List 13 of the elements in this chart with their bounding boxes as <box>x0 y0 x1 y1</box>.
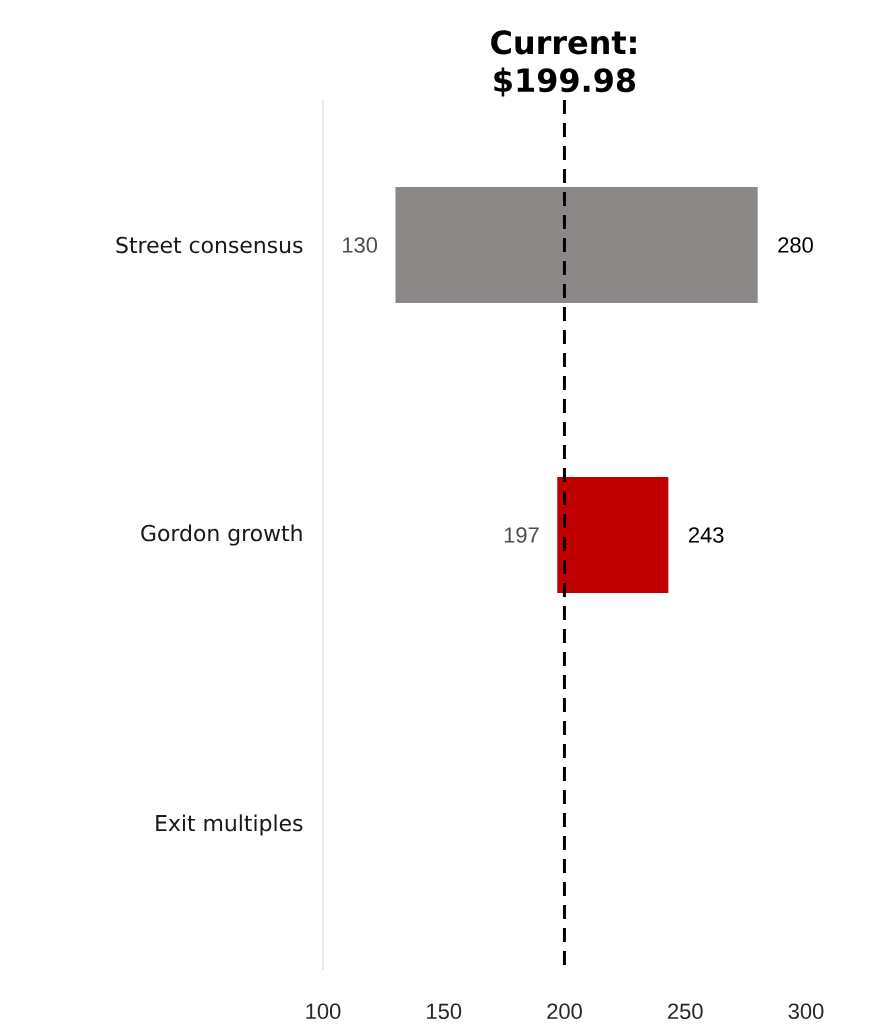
ref-line-label: Current: $199.98 <box>491 30 636 97</box>
annotation: 197 <box>504 527 539 543</box>
x-tick-label: 150 <box>427 1003 462 1020</box>
y-tick-label: Gordon growth <box>141 524 302 546</box>
x-tick-label: 250 <box>668 1003 703 1020</box>
annotation: 130 <box>343 237 378 253</box>
y-tick-label: Street consensus <box>116 236 303 254</box>
annotation: 243 <box>688 527 724 543</box>
x-tick-label: 300 <box>788 1003 824 1020</box>
y-tick-label: Exit multiples <box>156 814 303 836</box>
annotation: 280 <box>778 237 813 253</box>
x-tick-label: 200 <box>547 1003 582 1020</box>
x-tick-label: 100 <box>306 1003 341 1020</box>
